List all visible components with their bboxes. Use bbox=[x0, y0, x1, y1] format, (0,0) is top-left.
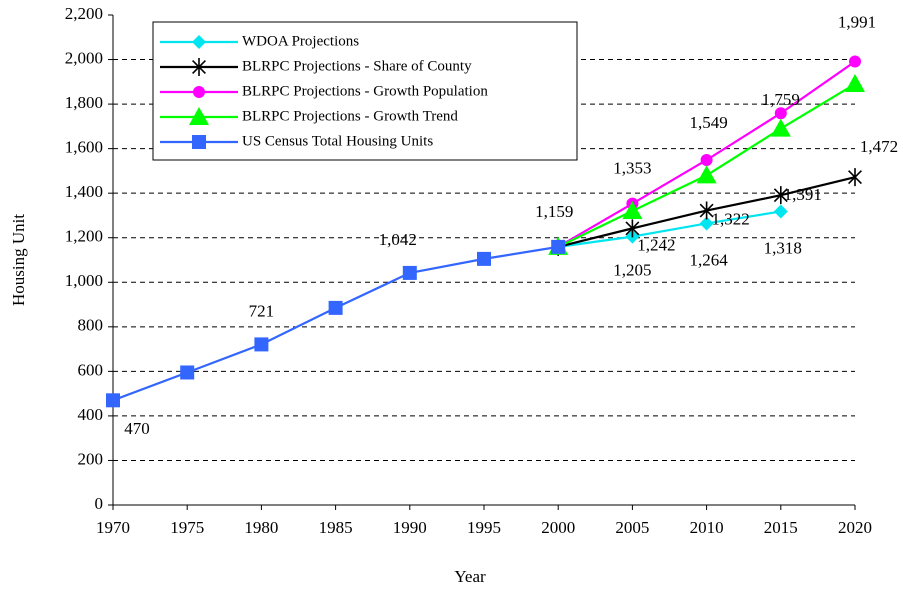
legend-marker bbox=[192, 135, 206, 149]
y-tick-label: 2,200 bbox=[65, 4, 103, 23]
y-axis-title: Housing Unit bbox=[9, 214, 28, 306]
y-tick-label: 200 bbox=[78, 449, 104, 468]
y-tick-label: 2,000 bbox=[65, 48, 103, 67]
marker bbox=[254, 337, 269, 352]
y-tick-label: 1,600 bbox=[65, 138, 103, 157]
marker bbox=[774, 107, 787, 120]
data-label: 721 bbox=[249, 301, 275, 320]
x-tick-label: 1970 bbox=[96, 518, 130, 537]
y-tick-label: 400 bbox=[78, 405, 104, 424]
marker bbox=[700, 153, 713, 166]
marker bbox=[696, 165, 717, 184]
marker bbox=[477, 251, 491, 266]
legend-marker bbox=[192, 58, 206, 76]
data-label: 1,322 bbox=[711, 209, 749, 228]
y-tick-label: 1,000 bbox=[65, 271, 103, 290]
legend-label: BLRPC Projections - Growth Population bbox=[242, 83, 488, 99]
marker bbox=[849, 55, 861, 68]
marker bbox=[180, 365, 195, 380]
marker bbox=[845, 74, 865, 93]
marker bbox=[773, 186, 788, 205]
x-tick-label: 2005 bbox=[615, 518, 649, 537]
x-tick-label: 1990 bbox=[393, 518, 427, 537]
legend-marker bbox=[189, 107, 209, 125]
marker bbox=[770, 118, 791, 137]
x-tick-label: 1995 bbox=[467, 518, 501, 537]
marker bbox=[328, 300, 343, 315]
x-tick-label: 1980 bbox=[244, 518, 278, 537]
y-tick-label: 1,400 bbox=[65, 182, 103, 201]
legend: WDOA Projections BLRPC Projections - Shar… bbox=[152, 21, 578, 161]
data-label: 1,353 bbox=[613, 159, 651, 178]
data-label: 1,759 bbox=[762, 90, 800, 109]
x-tick-label: 2015 bbox=[764, 518, 798, 537]
x-tick-label: 2020 bbox=[838, 518, 872, 537]
x-axis-title: Year bbox=[454, 567, 486, 586]
marker bbox=[848, 168, 862, 187]
y-tick-label: 800 bbox=[78, 316, 104, 335]
marker bbox=[402, 265, 417, 280]
legend-label: US Census Total Housing Units bbox=[242, 133, 433, 149]
marker bbox=[773, 204, 788, 219]
y-tick-label: 0 bbox=[95, 494, 104, 513]
y-tick-label: 600 bbox=[78, 360, 104, 379]
data-label: 1,472 bbox=[860, 137, 898, 156]
marker bbox=[625, 219, 640, 238]
marker bbox=[699, 201, 714, 220]
data-label: 1,991 bbox=[838, 12, 876, 31]
data-label: 1,264 bbox=[689, 250, 728, 269]
marker bbox=[551, 239, 566, 254]
y-tick-label: 1,800 bbox=[65, 93, 103, 112]
marker bbox=[106, 393, 120, 408]
data-label: 1,242 bbox=[637, 235, 675, 254]
data-label: 1,205 bbox=[613, 261, 651, 280]
legend-label: BLRPC Projections - Share of County bbox=[242, 58, 472, 74]
y-tick-label: 1,200 bbox=[65, 227, 103, 246]
data-label: 470 bbox=[124, 419, 150, 438]
data-label: 1,042 bbox=[379, 230, 417, 249]
legend-label: BLRPC Projections - Growth Trend bbox=[242, 108, 458, 124]
x-tick-label: 1975 bbox=[170, 518, 204, 537]
marker bbox=[622, 201, 643, 219]
legend-label: WDOA Projections bbox=[242, 33, 359, 49]
x-tick-label: 1985 bbox=[319, 518, 353, 537]
x-tick-label: 2010 bbox=[690, 518, 724, 537]
series-line bbox=[112, 245, 559, 402]
data-label: 1,318 bbox=[764, 238, 802, 257]
series-line bbox=[558, 210, 781, 248]
legend-marker bbox=[192, 35, 206, 49]
marker bbox=[699, 216, 714, 231]
data-label: 1,391 bbox=[784, 185, 822, 204]
legend-marker bbox=[193, 86, 205, 98]
data-label: 1,549 bbox=[689, 113, 727, 132]
data-label: 1,159 bbox=[535, 202, 573, 221]
x-tick-label: 2000 bbox=[541, 518, 575, 537]
